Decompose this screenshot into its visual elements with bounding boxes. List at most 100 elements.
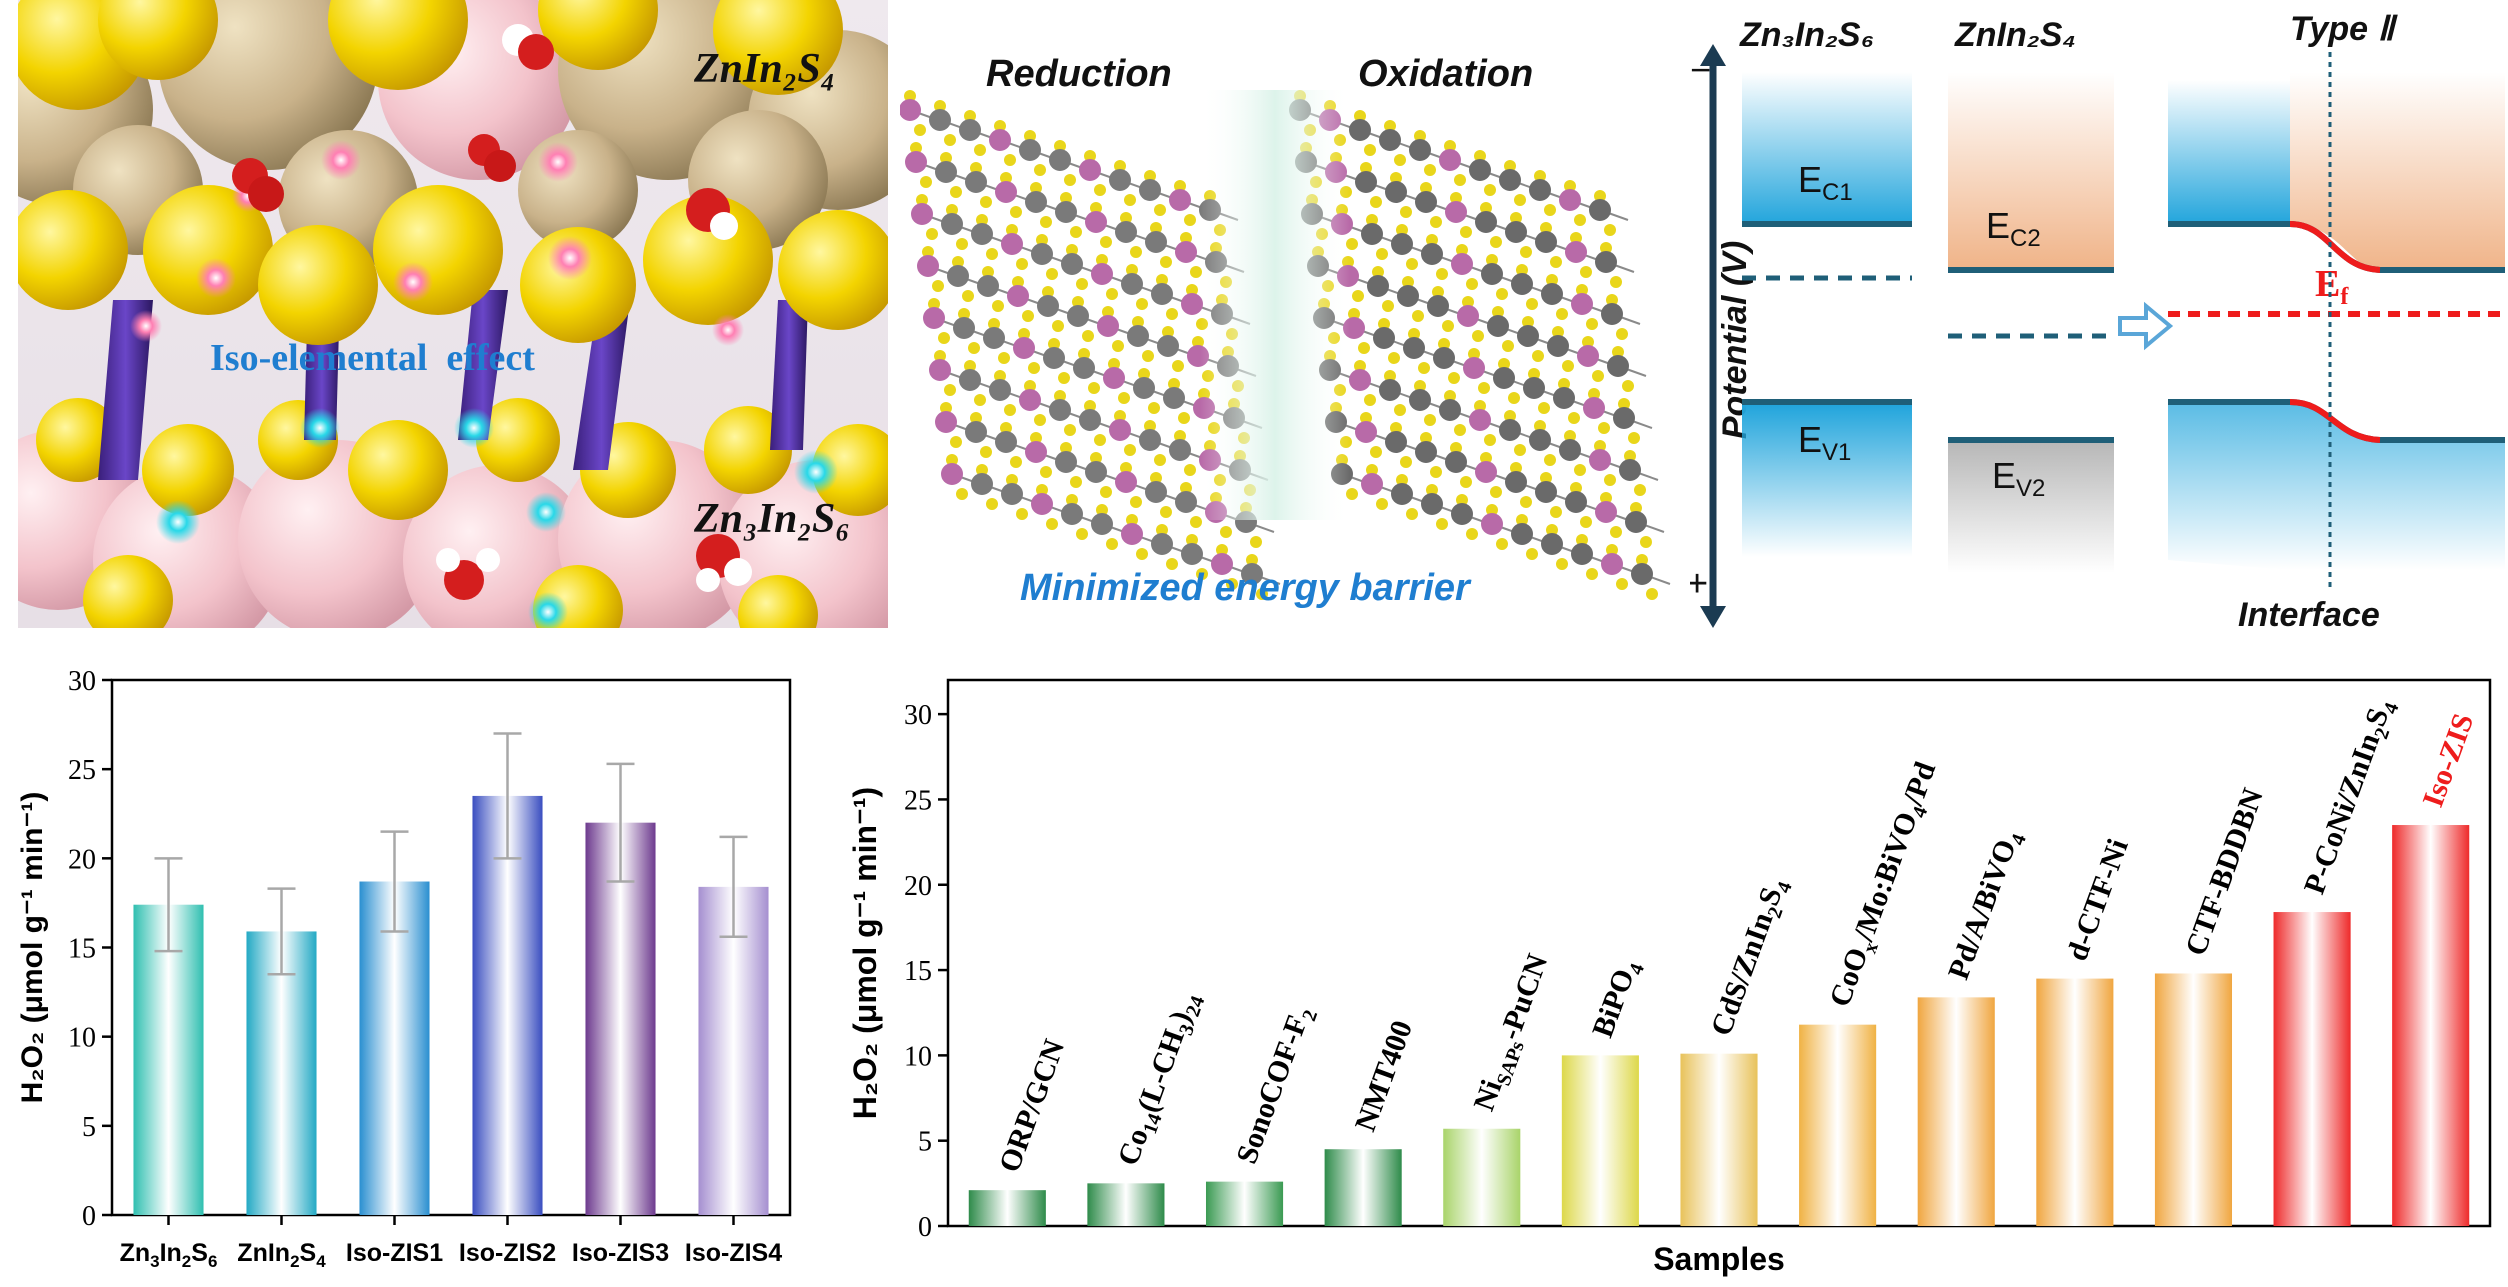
sulfur-atom [944,134,956,146]
sulfur-atom [958,308,970,320]
sulfur-atom [1450,442,1462,454]
bar [1087,1183,1165,1226]
sulfur-atom [1630,502,1642,514]
sulfur-atom [1540,472,1552,484]
sulfur-atom [1106,288,1118,300]
sulfur-atom [1400,456,1412,468]
metal-atom [1049,399,1071,421]
sulfur-atom [1366,464,1378,476]
sulfur-atom [1114,410,1126,422]
sulfur-atom [1372,266,1384,278]
sulfur-atom [1160,506,1172,518]
bar [1561,1055,1639,1226]
metal-atom [1349,369,1371,391]
metal-atom [1529,179,1551,201]
metal-atom [911,203,933,225]
sulfur-atom [1496,288,1508,300]
sulfur-atom [952,256,964,268]
metal-atom [1349,119,1371,141]
sulfur-atom [1106,538,1118,550]
sulfur-atom [956,238,968,250]
metal-atom [1061,253,1083,275]
sulfur-atom [938,332,950,344]
metal-atom [1385,181,1407,203]
sulfur-atom [1544,204,1556,216]
bar [1324,1149,1402,1226]
sulfur-atom [964,360,976,372]
sulfur-atom [1420,432,1432,444]
sulfur-atom [1610,526,1622,538]
metal-atom [1433,347,1455,369]
sulfur-atom [1400,206,1412,218]
metal-atom [1535,481,1557,503]
sulfur-atom [950,436,962,448]
sulfur-atom [1574,214,1586,226]
sulfur-atom [1508,392,1520,404]
sulfur-atom [1072,296,1084,308]
crystal-structure-panel: Reduction Oxidation Minimized energy bar… [899,0,1680,628]
sulfur-atom [1096,254,1108,266]
metal-atom [923,307,945,329]
sulfur-atom [1124,194,1136,206]
metal-atom [1127,325,1149,347]
metal-atom [1157,335,1179,357]
sulfur-atom [1396,474,1408,486]
metal-atom [1181,543,1203,565]
metal-atom [1625,511,1647,533]
sulfur-atom [950,186,962,198]
bar [1680,1053,1758,1226]
sulfur-atom [1580,516,1592,528]
sulfur-atom [1046,518,1058,530]
metal-atom [1511,523,1533,545]
axis-plus: + [1690,563,1708,605]
sulfur-atom [1064,424,1076,436]
sulfur-atom [920,176,932,188]
sulfur-atom [1100,236,1112,248]
metal-atom [1145,481,1167,503]
sulfur-atom [944,384,956,396]
sulfur-atom [1082,330,1094,342]
sample-bar-chart: 0 5 10 15 20 25 30 Zn3In2S6 ZnIn2S4 Iso-ZIS1 Iso-Z… [0,640,800,1282]
sulfur-atom [1438,338,1450,350]
metal-atom [1391,233,1413,255]
sulfur-atom [1550,506,1562,518]
bar [2154,973,2233,1226]
bar [359,881,430,1215]
metal-atom [1589,199,1611,221]
metal-atom [1601,553,1623,575]
sulfur-atom [1454,174,1466,186]
sulfur-atom [998,352,1010,364]
error-bar [267,887,296,976]
metal-atom [965,421,987,443]
type-title: Type Ⅱ [2290,10,2399,48]
band-diagram-canvas: Zn₃In₂S₆ ZnIn₂S₄ Type Ⅱ − + Potential (V… [1686,10,2505,634]
sulfur-atom [1444,390,1456,402]
sulfur-atom [1514,444,1526,456]
ev1-label: EV1 [1798,419,1851,466]
sulfur-atom [986,248,998,260]
metal-atom [1379,129,1401,151]
bar-label: d-CTF-Ni [2060,835,2134,965]
sulfur-atom [1142,350,1154,362]
metal-atom [953,317,975,339]
sulfur-atom [1160,256,1172,268]
sulfur-atom [1514,194,1526,206]
sulfur-atom [1226,578,1238,590]
error-bar [606,762,635,883]
sulfur-atom [1576,534,1588,546]
chart-2-xlabel: Samples [1653,1241,1785,1277]
metal-atom [1031,243,1053,265]
x-tick-label: Iso-ZIS3 [572,1239,669,1267]
error-bar [154,857,183,953]
sulfur-atom [1148,402,1160,414]
metal-atom [1001,233,1023,255]
sulfur-atom [1418,362,1430,374]
sulfur-atom [1600,242,1612,254]
metal-atom [1415,191,1437,213]
sulfur-atom [946,204,958,216]
metal-atom [1523,377,1545,399]
sulfur-atom [1154,454,1166,466]
oxidation-label: Oxidation [1358,53,1533,95]
sulfur-atom [928,298,940,310]
y-tick-label: 0 [918,1212,932,1243]
